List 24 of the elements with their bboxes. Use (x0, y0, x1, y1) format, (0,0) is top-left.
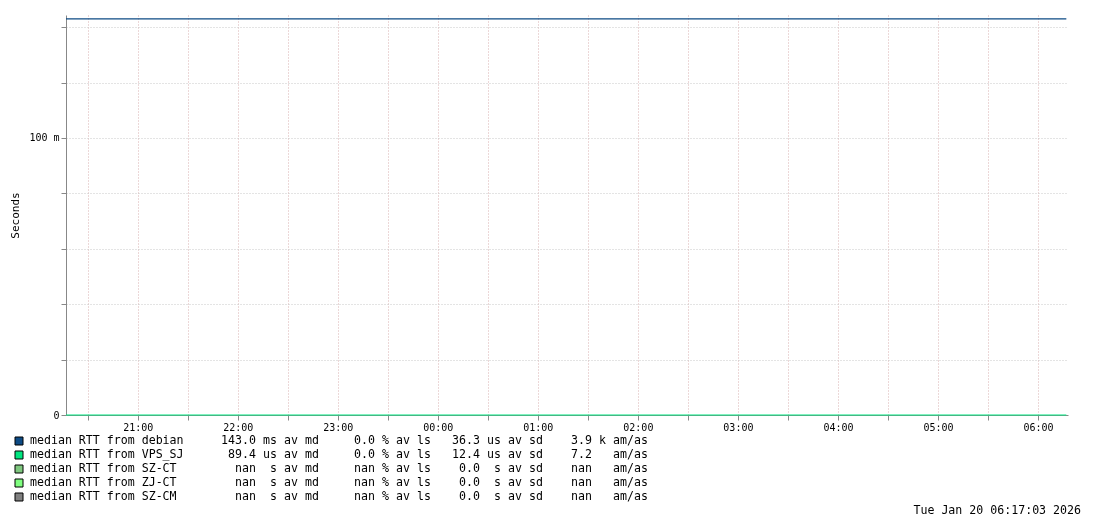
legend-label: median RTT from debian (30, 433, 184, 447)
x-tick-label: 06:00 (1023, 421, 1054, 433)
x-tick-label: 05:00 (923, 421, 954, 433)
text: 143.0 ms av md 0.0 % av ls 36.3 us av sd 3.9 k am/as (221, 433, 648, 447)
x-tick-label: 01:00 (523, 421, 554, 433)
x-tick-label: 03:00 (723, 421, 754, 433)
legend-label: median RTT from ZJ-CT (30, 475, 177, 489)
y-tick-label: 100 m (29, 132, 60, 144)
text: nan s av md nan % av ls 0.0 s av sd nan am/as (235, 475, 648, 489)
legend-label: median RTT from SZ-CM (30, 489, 177, 503)
x-tick-label: 23:00 (323, 421, 354, 433)
x-tick-label: 04:00 (823, 421, 854, 433)
x-tick-label: 21:00 (123, 421, 154, 433)
y-axis-title: Seconds (9, 192, 23, 239)
text: 89.4 us av md 0.0 % av ls 12.4 us av sd 7.2 am/as (228, 447, 648, 461)
text: nan s av md nan % av ls 0.0 s av sd nan am/as (235, 489, 648, 503)
x-tick-label: 22:00 (223, 421, 254, 433)
x-tick-label: 00:00 (423, 421, 454, 433)
x-tick-label: 02:00 (623, 421, 654, 433)
legend-label: median RTT from VPS_SJ (30, 447, 184, 461)
text: nan s av md nan % av ls 0.0 s av sd nan am/as (235, 461, 648, 475)
text: Tue Jan 20 06:17:03 2026 (913, 503, 1082, 517)
y-tick-label: 0 (53, 409, 60, 421)
legend-label: median RTT from SZ-CT (30, 461, 177, 475)
